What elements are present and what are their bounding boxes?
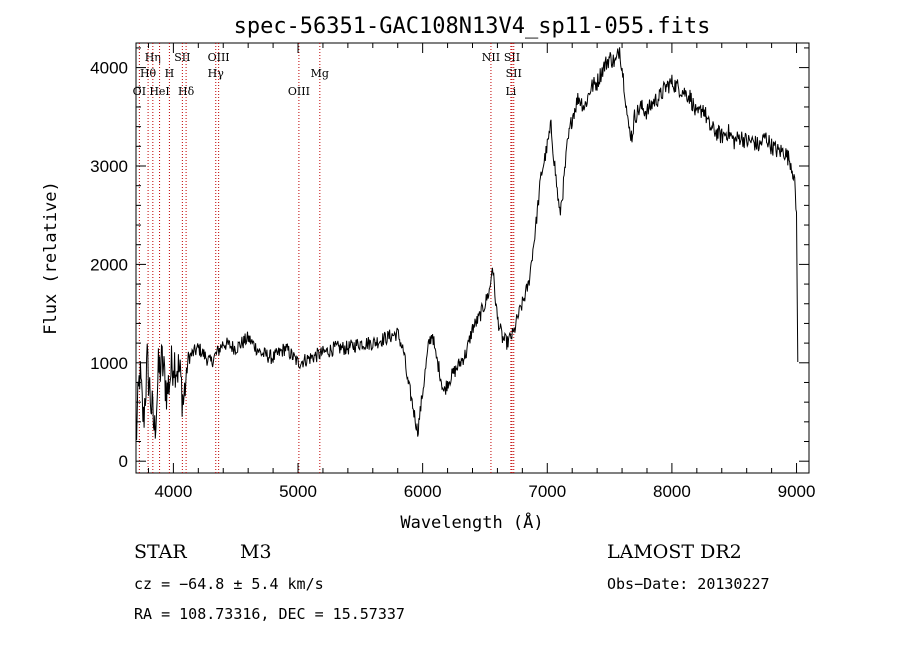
spectral-line-label: OIII: [208, 51, 230, 64]
x-tick-label: 9000: [778, 482, 816, 501]
spectral-line-label: OI: [133, 85, 146, 98]
spectral-line-label: Hθ: [140, 67, 157, 80]
x-tick-label: 8000: [653, 482, 691, 501]
x-tick-label: 4000: [154, 482, 192, 501]
y-tick-label: 1000: [90, 354, 128, 373]
y-tick-label: 0: [119, 452, 128, 471]
x-tick-label: 7000: [528, 482, 566, 501]
obs-date: Obs−Date: 20130227: [607, 575, 770, 593]
spectral-line-label: Li: [505, 85, 516, 98]
spectral-line-label: OIII: [288, 85, 310, 98]
y-tick-label: 3000: [90, 157, 128, 176]
object-class: STAR: [134, 541, 187, 563]
spectral-line-label: HeI: [149, 85, 169, 98]
object-subclass: M3: [240, 541, 272, 563]
spectral-line-label: Mg: [311, 67, 329, 80]
spectral-line-label: SII: [504, 51, 520, 64]
y-axis-label: Flux (relative): [41, 181, 61, 335]
chart-title: spec-56351-GAC108N13V4_sp11-055.fits: [234, 14, 711, 39]
axis-ticks: 4000 5000 6000 7000 8000 9000 0 1000 2000 3000 400…: [90, 43, 815, 501]
x-axis-label: Wavelength (Å): [400, 511, 543, 533]
x-tick-label: 6000: [404, 482, 442, 501]
spectral-line-label: SII: [174, 51, 190, 64]
x-tick-label: 5000: [279, 482, 317, 501]
spectral-line-label: Hδ: [178, 85, 195, 98]
y-tick-label: 2000: [90, 255, 128, 274]
redshift-info: cz = −64.8 ± 5.4 km/s: [134, 575, 324, 593]
spectral-line-label: NII: [482, 51, 500, 64]
plot-area: [135, 42, 810, 474]
coordinates: RA = 108.73316, DEC = 15.57337: [134, 605, 405, 623]
spectrum-series: [135, 47, 799, 441]
spectral-line-label: Hγ: [208, 67, 225, 80]
plot-border: [135, 42, 810, 474]
spectral-line-label: SII: [506, 67, 522, 80]
spectrum-line: [135, 47, 799, 441]
survey-name: LAMOST DR2: [607, 541, 742, 563]
spectral-line-label: H: [165, 67, 175, 80]
spectral-line-label: Hη: [145, 51, 161, 64]
y-tick-label: 4000: [90, 59, 128, 78]
